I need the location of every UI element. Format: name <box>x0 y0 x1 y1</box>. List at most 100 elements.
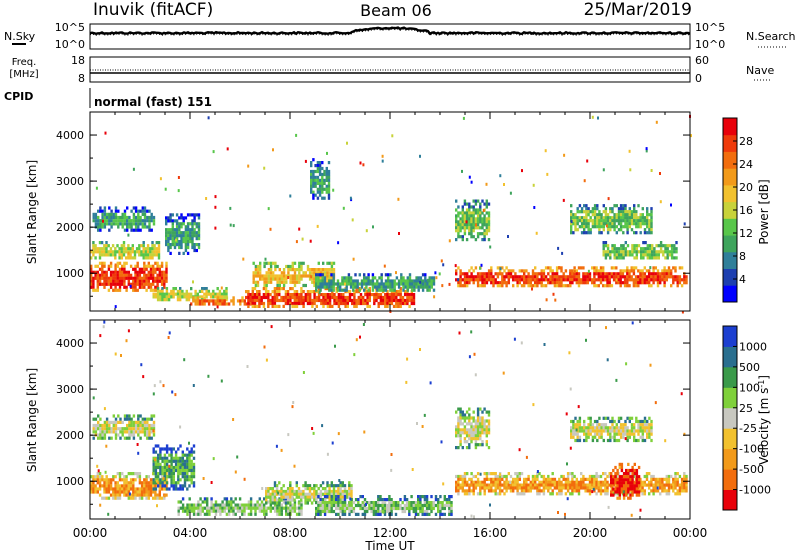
scatter-cell-1-6 <box>459 474 462 479</box>
scatter-cell-0-3 <box>189 228 192 232</box>
scatter-cell-0-13 <box>611 250 614 254</box>
scatter-cell-0-10 <box>569 272 572 276</box>
scatter-cell-1-5 <box>414 501 418 505</box>
scatter-cell-0-7 <box>304 295 307 300</box>
scatter-cell-1-4 <box>300 498 303 502</box>
scatter-cell-1-6 <box>463 474 467 479</box>
scatter-cell-1-1 <box>134 420 138 424</box>
scatter-cell-1-3 <box>227 500 231 504</box>
scatter-cell-0-0 <box>132 276 135 280</box>
scatter-cell-0-9 <box>323 196 326 200</box>
scatter-cell-0-2 <box>114 206 118 210</box>
scatter-cell-0-3 <box>191 245 194 250</box>
scatter-cell-1-6 <box>463 472 467 476</box>
scatter-speck-0 <box>557 246 560 250</box>
scatter-cell-1-3 <box>234 503 237 507</box>
scatter-cell-0-7 <box>348 290 352 294</box>
scatter-cell-1-5 <box>412 501 415 505</box>
scatter-cell-0-7 <box>377 293 380 297</box>
scatter-cell-0-11 <box>455 223 458 227</box>
scatter-cell-0-13 <box>666 247 669 251</box>
scatter-cell-0-10 <box>487 269 491 273</box>
scatter-cell-0-3 <box>195 225 198 229</box>
scatter-cell-1-6 <box>665 489 668 493</box>
scatter-cell-0-4 <box>156 287 160 291</box>
scatter-speck-0 <box>95 186 98 190</box>
scatter-cell-0-3 <box>186 213 190 217</box>
scatter-cell-1-2 <box>183 478 187 482</box>
scatter-cell-1-4 <box>282 492 285 496</box>
scatter-cell-0-7 <box>249 293 252 297</box>
scatter-cell-0-7 <box>390 298 394 303</box>
scatter-cell-1-5 <box>348 506 351 511</box>
scatter-cell-0-10 <box>466 272 469 276</box>
scatter-cell-1-1 <box>146 423 149 428</box>
scatter-cell-0-13 <box>675 247 678 251</box>
scatter-cell-0-0 <box>145 279 148 283</box>
scatter-cell-0-8 <box>321 282 324 286</box>
scatter-cell-0-7 <box>264 287 268 291</box>
scatter-cell-0-7 <box>258 301 261 306</box>
scatter-cell-1-2 <box>174 459 178 463</box>
scatter-cell-1-1 <box>121 433 124 437</box>
scatter-cell-1-5 <box>441 501 444 505</box>
scatter-cell-0-10 <box>492 275 495 279</box>
scatter-cell-0-0 <box>98 276 102 280</box>
scatter-cell-0-11 <box>463 232 467 236</box>
scatter-cell-0-6 <box>267 261 271 265</box>
scatter-cell-1-0 <box>163 496 166 500</box>
scatter-cell-1-4 <box>265 489 268 494</box>
scatter-cell-1-0 <box>160 475 164 479</box>
scatter-cell-1-5 <box>417 498 420 502</box>
scatter-cell-1-4 <box>286 489 290 494</box>
scatter-cell-1-6 <box>659 477 662 481</box>
scatter-cell-1-6 <box>674 472 677 476</box>
scatter-cell-0-4 <box>156 289 160 293</box>
scatter-cell-0-6 <box>252 280 255 284</box>
scatter-cell-0-11 <box>487 211 491 215</box>
scatter-cell-1-6 <box>536 472 539 476</box>
scatter-cell-0-10 <box>617 278 620 282</box>
scatter-cell-0-7 <box>397 293 400 297</box>
scatter-cell-0-10 <box>615 272 618 276</box>
scatter-cell-0-3 <box>173 234 177 238</box>
scatter-cell-1-3 <box>269 503 272 507</box>
scatter-cell-0-12 <box>633 216 636 220</box>
scatter-cell-0-12 <box>611 207 614 211</box>
scatter-cell-1-6 <box>683 474 686 479</box>
scatter-cell-0-11 <box>468 229 471 233</box>
scatter-cell-0-8 <box>424 276 427 280</box>
scatter-cell-0-1 <box>120 244 123 248</box>
scatter-cell-1-6 <box>595 486 598 490</box>
scatter-cell-0-3 <box>184 240 188 244</box>
scatter-cell-0-11 <box>455 199 458 203</box>
scatter-cell-1-1 <box>114 420 118 424</box>
scatter-cell-1-1 <box>99 417 102 421</box>
scatter-cell-0-11 <box>465 238 469 242</box>
scatter-cell-1-1 <box>128 433 131 437</box>
scatter-cell-1-4 <box>339 484 342 488</box>
scatter-cell-1-6 <box>470 483 473 487</box>
scatter-cell-0-0 <box>138 273 142 277</box>
scatter-cell-0-6 <box>308 268 312 272</box>
scatter-cell-1-3 <box>291 506 294 510</box>
scatter-cell-1-3 <box>249 497 253 501</box>
scatter-cell-1-5 <box>315 512 318 516</box>
scatter-cell-0-6 <box>274 268 277 272</box>
scatter-cell-0-7 <box>289 298 292 303</box>
scatter-cell-1-7 <box>474 434 478 438</box>
scatter-cell-0-7 <box>326 293 330 297</box>
scatter-cell-1-1 <box>141 417 144 421</box>
scatter-cell-0-10 <box>650 272 653 276</box>
scatter-cell-0-11 <box>476 214 480 218</box>
scatter-cell-0-12 <box>639 213 642 217</box>
scatter-cell-0-8 <box>319 282 322 286</box>
scatter-cell-1-3 <box>241 506 244 510</box>
scatter-cell-1-4 <box>289 487 292 491</box>
scatter-cell-1-6 <box>571 486 574 490</box>
scatter-cell-0-10 <box>507 272 510 276</box>
scatter-cell-1-6 <box>472 492 475 496</box>
scatter-cell-1-1 <box>139 420 142 424</box>
scatter-cell-0-12 <box>572 219 575 223</box>
scatter-cell-0-8 <box>336 282 340 286</box>
